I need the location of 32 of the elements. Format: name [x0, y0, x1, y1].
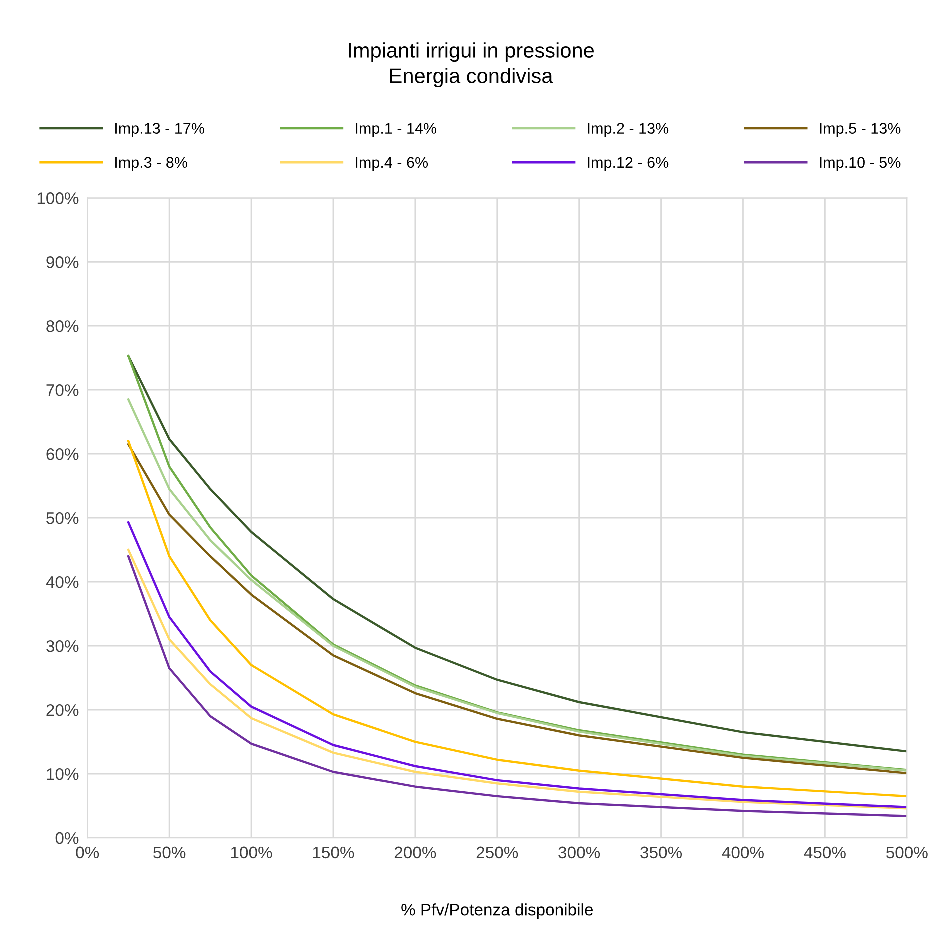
y-tick-label: 30% — [46, 640, 79, 652]
legend-label: Imp.1 - 14% — [356, 123, 437, 138]
legend-label: Imp.4 - 6% — [356, 157, 428, 172]
y-tick-label: 50% — [46, 512, 79, 524]
chart-title: Impianti irrigui in pressione Energia condivisa — [349, 42, 594, 88]
x-axis-title: % Pfv/Potenza disponibile — [402, 904, 593, 920]
x-tick-label: 450% — [804, 846, 846, 859]
legend-label: Imp.12 - 6% — [588, 157, 669, 172]
legend-label: Imp.10 - 5% — [820, 157, 901, 172]
x-tick-label: 250% — [476, 846, 518, 859]
x-tick-label: 0% — [76, 846, 100, 859]
legend-label: Imp.2 - 13% — [588, 123, 669, 138]
y-tick-label: 100% — [38, 192, 79, 204]
x-tick-label: 150% — [313, 846, 354, 859]
x-tick-label: 300% — [558, 846, 600, 859]
y-tick-label: 70% — [46, 384, 79, 396]
y-tick-label: 10% — [47, 768, 79, 780]
x-tick-label: 100% — [231, 846, 272, 859]
y-tick-label: 0% — [56, 832, 79, 844]
x-tick-label: 400% — [722, 846, 764, 859]
x-tick-label: 200% — [394, 846, 436, 859]
y-tick-label: 40% — [46, 576, 79, 588]
x-tick-label: 500% — [886, 846, 928, 859]
y-tick-label: 20% — [46, 704, 79, 716]
y-tick-label: 80% — [46, 320, 79, 332]
legend-label: Imp.3 - 8% — [116, 157, 188, 172]
legend-label: Imp.13 - 17% — [116, 123, 204, 138]
x-tick-label: 50% — [154, 846, 186, 859]
legend-label: Imp.5 - 13% — [820, 123, 901, 138]
y-tick-label: 60% — [46, 448, 79, 460]
y-tick-label: 90% — [46, 256, 79, 268]
x-tick-label: 350% — [640, 846, 682, 859]
